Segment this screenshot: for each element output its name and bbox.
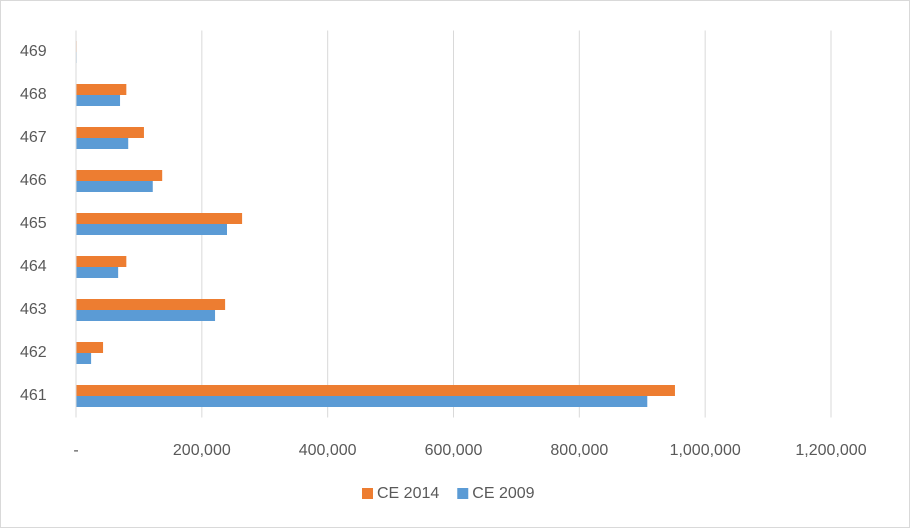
bar	[76, 224, 227, 235]
y-tick-label: 468	[20, 86, 47, 103]
y-tick-label: 467	[20, 129, 47, 146]
bar	[76, 353, 92, 364]
y-tick-label: 464	[20, 258, 47, 275]
y-tick-label: 466	[20, 172, 47, 189]
x-tick-label: 400,000	[299, 442, 357, 459]
y-tick-label: 461	[20, 387, 47, 404]
legend-label: CE 2014	[377, 485, 439, 502]
legend-label: CE 2009	[472, 485, 534, 502]
bar	[76, 256, 127, 267]
bar	[76, 127, 144, 138]
bar	[76, 213, 243, 224]
x-tick-label: 600,000	[425, 442, 483, 459]
legend-swatch	[362, 488, 373, 499]
y-tick-label: 462	[20, 344, 47, 361]
bar	[76, 342, 104, 353]
bar	[76, 267, 119, 278]
y-tick-label: 465	[20, 215, 47, 232]
y-tick-label: 463	[20, 301, 47, 318]
y-tick-label: 469	[20, 43, 47, 60]
bar	[76, 299, 226, 310]
bar	[76, 396, 648, 407]
x-tick-label: 1,000,000	[670, 442, 741, 459]
legend-swatch	[457, 488, 469, 499]
bar	[76, 170, 163, 181]
x-tick-label: -	[73, 442, 78, 459]
bar	[76, 310, 216, 321]
x-tick-label: 1,200,000	[795, 442, 866, 459]
x-tick-label: 800,000	[550, 442, 608, 459]
bar	[76, 95, 121, 106]
bar	[76, 138, 129, 149]
x-tick-label: 200,000	[173, 442, 231, 459]
bar	[76, 84, 127, 95]
bar	[76, 385, 675, 396]
bar	[76, 181, 153, 192]
